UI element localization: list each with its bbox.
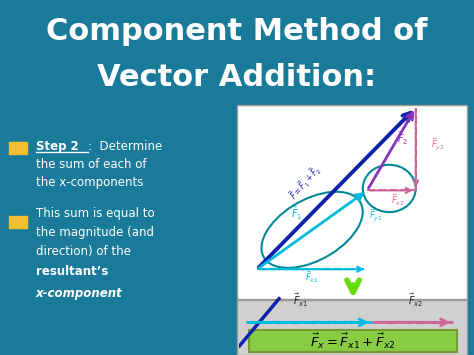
Bar xyxy=(249,330,457,352)
Text: $\vec{F}_1$: $\vec{F}_1$ xyxy=(291,204,302,222)
Bar xyxy=(9,142,27,154)
Bar xyxy=(237,300,467,355)
Text: $\vec{F}_{y2}$: $\vec{F}_{y2}$ xyxy=(431,136,445,152)
Text: resultant’s: resultant’s xyxy=(36,266,108,278)
Text: Component Method of: Component Method of xyxy=(46,17,428,46)
Text: x-component: x-component xyxy=(36,287,122,300)
Text: direction) of the: direction) of the xyxy=(36,245,130,258)
Text: $\vec{F}_{y1}$: $\vec{F}_{y1}$ xyxy=(369,207,383,223)
Text: Step 2: Step 2 xyxy=(36,140,78,153)
Text: the x-components: the x-components xyxy=(36,176,143,189)
Text: $\vec{F}_x = \vec{F}_{x1} + \vec{F}_{x2}$: $\vec{F}_x = \vec{F}_{x1} + \vec{F}_{x2}… xyxy=(310,332,396,351)
Text: $\vec{F}_{x1}$: $\vec{F}_{x1}$ xyxy=(293,292,309,309)
Bar xyxy=(9,216,27,229)
Text: $\vec{F}_{x2}$: $\vec{F}_{x2}$ xyxy=(392,192,405,208)
Text: $\vec{F}_2$: $\vec{F}_2$ xyxy=(397,130,408,147)
Text: the sum of each of: the sum of each of xyxy=(36,158,146,171)
Text: This sum is equal to: This sum is equal to xyxy=(36,207,154,220)
Text: the magnitude (and: the magnitude (and xyxy=(36,226,154,239)
Text: $\vec{F}_{x1}$: $\vec{F}_{x1}$ xyxy=(305,269,319,285)
Text: Vector Addition:: Vector Addition: xyxy=(98,63,376,92)
Bar xyxy=(237,104,467,299)
Text: $\vec{F}_{x2}$: $\vec{F}_{x2}$ xyxy=(408,292,423,309)
Text: :  Determine: : Determine xyxy=(88,140,162,153)
Text: $\vec{F}=\vec{F}_1+\vec{F}_2$: $\vec{F}=\vec{F}_1+\vec{F}_2$ xyxy=(286,162,325,203)
